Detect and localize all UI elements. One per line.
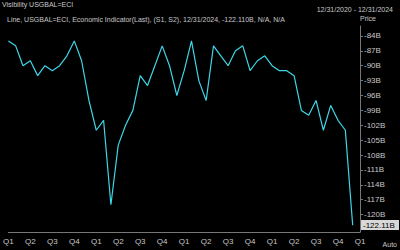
svg-text:-120B: -120B bbox=[364, 210, 385, 219]
svg-text:-96B: -96B bbox=[364, 91, 381, 100]
svg-text:-102B: -102B bbox=[364, 121, 385, 130]
svg-text:-99B: -99B bbox=[364, 106, 381, 115]
svg-text:Line, USGBAL=ECI, Economic Ind: Line, USGBAL=ECI, Economic Indicator(Las… bbox=[7, 16, 285, 24]
svg-text:Q1: Q1 bbox=[267, 237, 278, 246]
svg-text:Q2: Q2 bbox=[289, 237, 300, 246]
svg-text:-87B: -87B bbox=[364, 46, 381, 55]
svg-text:Q4: Q4 bbox=[69, 237, 80, 246]
svg-text:-105B: -105B bbox=[364, 136, 385, 145]
svg-text:Price: Price bbox=[360, 15, 376, 22]
svg-text:12/31/2020 - 12/31/2024: 12/31/2020 - 12/31/2024 bbox=[317, 6, 393, 13]
svg-text:Q3: Q3 bbox=[311, 237, 322, 246]
svg-text:-122.11B: -122.11B bbox=[363, 221, 395, 230]
svg-text:Q4: Q4 bbox=[245, 237, 256, 246]
svg-text:Q1: Q1 bbox=[355, 237, 366, 246]
svg-text:Q2: Q2 bbox=[25, 237, 36, 246]
svg-text:Q3: Q3 bbox=[135, 237, 146, 246]
svg-text:Q1: Q1 bbox=[91, 237, 102, 246]
svg-text:-108B: -108B bbox=[364, 151, 385, 160]
svg-text:Q2: Q2 bbox=[201, 237, 212, 246]
svg-text:-114B: -114B bbox=[364, 180, 385, 189]
svg-text:Q4: Q4 bbox=[333, 237, 344, 246]
svg-text:Q3: Q3 bbox=[47, 237, 58, 246]
svg-text:Q1: Q1 bbox=[179, 237, 190, 246]
svg-text:Q1: Q1 bbox=[3, 237, 14, 246]
svg-text:-90B: -90B bbox=[364, 61, 381, 70]
svg-text:-84B: -84B bbox=[364, 31, 381, 40]
svg-text:-117B: -117B bbox=[364, 195, 385, 204]
svg-text:Visibility USGBAL=ECI: Visibility USGBAL=ECI bbox=[2, 1, 73, 9]
svg-text:Q4: Q4 bbox=[157, 237, 168, 246]
svg-text:Auto: Auto bbox=[383, 241, 398, 248]
svg-text:-111B: -111B bbox=[364, 165, 384, 174]
svg-text:-93B: -93B bbox=[364, 76, 381, 85]
svg-text:Q2: Q2 bbox=[113, 237, 124, 246]
svg-text:Q3: Q3 bbox=[223, 237, 234, 246]
